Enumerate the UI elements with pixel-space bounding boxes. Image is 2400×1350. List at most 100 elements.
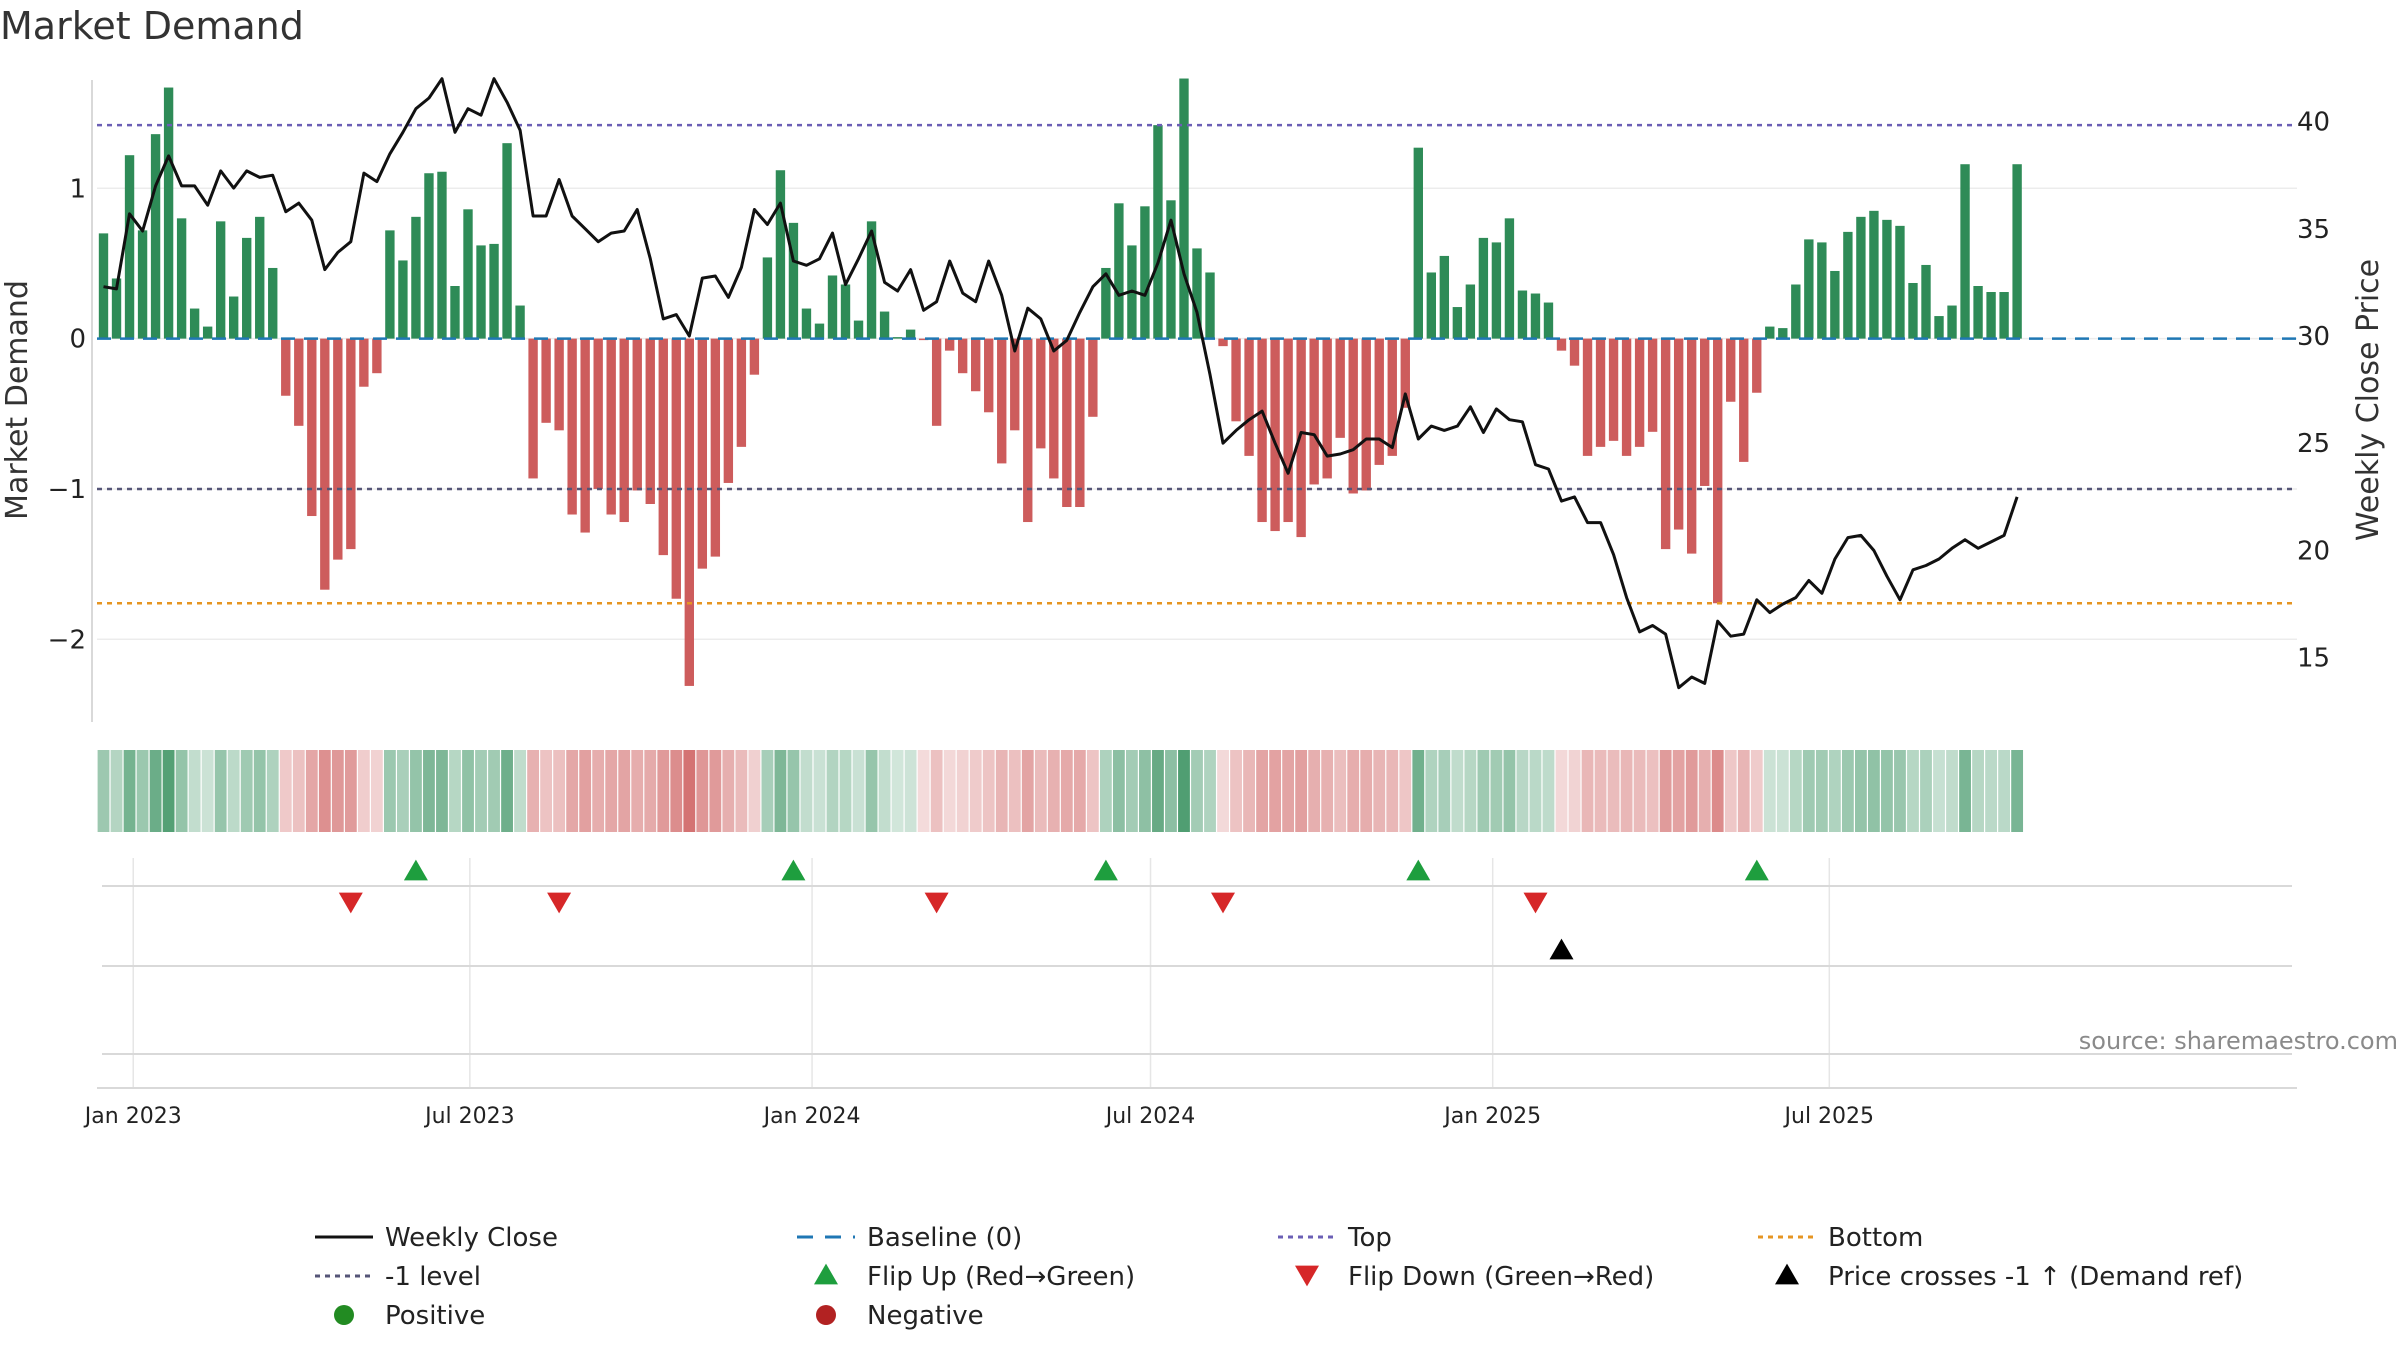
demand-bar — [984, 338, 994, 413]
heat-cell — [722, 750, 735, 832]
demand-bar — [1686, 338, 1697, 554]
heat-cell — [266, 750, 279, 832]
heat-cell — [527, 750, 540, 832]
heat-cell — [279, 750, 292, 832]
legend-item: Weekly Close — [315, 1223, 558, 1253]
legend: Weekly Close Baseline (0) Top Bottom -1 leve… — [315, 1223, 2243, 1331]
y-tick-label: −1 — [48, 475, 86, 505]
legend-label: Top — [1347, 1223, 1392, 1253]
demand-bar — [1335, 338, 1345, 438]
demand-bar — [1348, 338, 1358, 494]
price-line-layer — [103, 77, 2019, 690]
demand-bar — [1869, 210, 1879, 339]
legend-swatch — [814, 1263, 838, 1285]
demand-bar — [98, 233, 109, 339]
demand-bar — [1647, 338, 1658, 432]
demand-bar — [1400, 338, 1410, 408]
y2-tick-label: 40 — [2297, 108, 2330, 138]
demand-bar — [1817, 242, 1827, 339]
demand-bar — [111, 278, 122, 339]
demand-bar — [1062, 338, 1072, 508]
demand-bar — [749, 338, 760, 375]
demand-bar — [1556, 338, 1567, 351]
heat-cell — [644, 750, 657, 832]
heat-cell — [1008, 750, 1021, 832]
legend-swatch — [1295, 1265, 1319, 1287]
heat-cell — [1659, 750, 1672, 832]
heat-cell — [1256, 750, 1268, 832]
y2-tick-label: 30 — [2297, 322, 2330, 352]
demand-bar — [997, 338, 1007, 464]
y2-tick-label: 15 — [2297, 644, 2330, 674]
heat-cell — [1750, 750, 1763, 832]
demand-bar — [710, 338, 721, 557]
demand-bar — [1452, 307, 1463, 339]
demand-bar — [1413, 147, 1423, 339]
heat-cell — [344, 750, 357, 832]
heat-cell — [839, 750, 852, 832]
heat-cell — [1620, 750, 1633, 832]
heat-cell — [2011, 750, 2024, 832]
demand-bar — [1895, 225, 1905, 339]
demand-bar — [892, 337, 903, 339]
demand-bar — [1374, 338, 1384, 465]
demand-bar — [723, 338, 734, 483]
flip-down-marker — [1211, 892, 1235, 914]
demand-bar — [150, 134, 161, 339]
demand-bar — [684, 338, 694, 686]
heat-cell — [995, 750, 1008, 832]
demand-bar — [905, 329, 916, 339]
heat-cell — [683, 750, 696, 832]
demand-bar — [1088, 338, 1098, 417]
heat-cell — [488, 750, 500, 832]
heat-cell — [1855, 750, 1867, 832]
chart-title: Market Demand — [0, 4, 304, 48]
heat-cell — [1881, 750, 1893, 832]
legend-item: Flip Down (Green→Red) — [1295, 1262, 1654, 1292]
legend-item: Negative — [816, 1301, 984, 1331]
heat-cell — [982, 750, 995, 832]
demand-bar — [1010, 338, 1020, 431]
demand-bar — [606, 338, 616, 515]
heat-cell — [618, 750, 631, 832]
heat-cell — [1959, 750, 1971, 832]
heat-cell — [1672, 750, 1685, 832]
heat-cell — [436, 750, 448, 832]
heat-cell — [1802, 750, 1815, 832]
demand-bar — [502, 143, 512, 339]
legend-item: Top — [1278, 1223, 1392, 1253]
demand-bar — [827, 275, 838, 339]
heat-cell — [253, 750, 266, 832]
legend-label: -1 level — [385, 1262, 481, 1292]
demand-bar — [1752, 338, 1762, 393]
y-tick-label: 0 — [69, 325, 86, 355]
demand-bar — [176, 218, 187, 339]
demand-bar — [1465, 284, 1476, 339]
heat-cell — [1308, 750, 1321, 832]
heat-cell — [1841, 750, 1854, 832]
heat-cell — [1581, 750, 1594, 832]
heat-cell — [709, 750, 722, 832]
demand-bar — [1166, 200, 1176, 339]
demand-bar — [1778, 328, 1788, 339]
demand-bar — [1218, 338, 1228, 347]
demand-bar — [1153, 125, 1163, 339]
heat-cell — [943, 750, 956, 832]
heat-cell — [240, 750, 253, 832]
demand-bars — [98, 78, 2022, 686]
heat-cell — [761, 750, 774, 832]
y2-tick-label: 20 — [2297, 536, 2330, 566]
heat-cell — [969, 750, 982, 832]
heat-cell — [1633, 750, 1646, 832]
heat-cell — [1334, 750, 1347, 832]
demand-bar — [1517, 290, 1528, 339]
demand-bar — [1569, 338, 1580, 366]
heat-cell — [1737, 750, 1750, 832]
heat-cell — [1139, 750, 1151, 832]
heat-cell — [1464, 750, 1477, 832]
demand-bar — [1205, 272, 1215, 339]
heat-cell — [1907, 750, 1919, 832]
heat-cell — [370, 750, 383, 832]
demand-bar — [580, 338, 590, 533]
heat-cell — [162, 750, 175, 832]
